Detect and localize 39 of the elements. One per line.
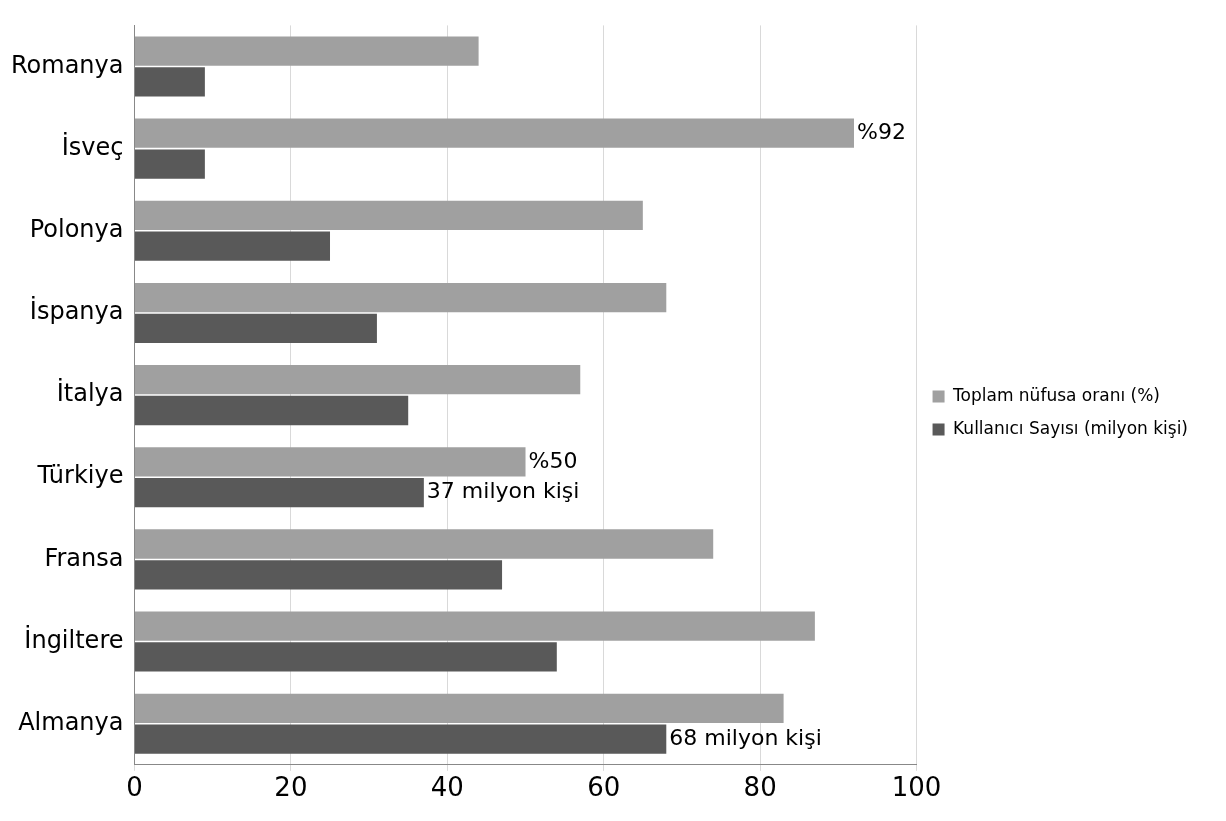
bar — [134, 724, 667, 754]
bar — [134, 282, 667, 313]
x-tick-label: 0 — [126, 772, 143, 803]
bar — [134, 231, 331, 261]
x-tick-label: 20 — [274, 772, 308, 803]
bar — [134, 693, 784, 723]
x-tick-label: 40 — [430, 772, 464, 803]
y-tick-label: Romanya — [10, 50, 124, 79]
bar — [134, 560, 503, 590]
data-label: %50 — [528, 447, 578, 473]
bar — [134, 478, 424, 508]
data-label: %92 — [856, 118, 906, 144]
x-tick-label: 60 — [587, 772, 621, 803]
y-tick-label: İsveç — [61, 131, 124, 161]
y-tick-label: İspanya — [29, 296, 124, 326]
bar — [134, 36, 479, 66]
bar — [134, 611, 815, 641]
y-tick-label: Almanya — [18, 707, 124, 736]
bar — [134, 447, 526, 477]
x-tick-label: 100 — [891, 772, 942, 803]
bar — [134, 149, 205, 179]
y-tick-label: Türkiye — [36, 461, 124, 490]
bar — [134, 642, 557, 672]
bar — [134, 118, 854, 148]
data-label: 37 milyon kişi — [426, 478, 580, 504]
y-tick-label: Polonya — [29, 215, 124, 244]
legend-label: Kullanıcı Sayısı (milyon kişi) — [953, 417, 1189, 438]
bar — [134, 529, 714, 559]
data-label: 68 milyon kişi — [669, 724, 822, 750]
bar — [134, 200, 643, 231]
x-tick-label: 80 — [743, 772, 777, 803]
y-tick-label: Fransa — [44, 543, 124, 572]
legend-label: Toplam nüfusa oranı (%) — [952, 384, 1160, 405]
bar — [134, 67, 205, 97]
y-tick-label: İtalya — [56, 378, 124, 408]
y-tick-label: İngiltere — [24, 624, 124, 654]
bar — [134, 395, 409, 426]
bar — [134, 313, 377, 343]
bar — [134, 365, 581, 395]
